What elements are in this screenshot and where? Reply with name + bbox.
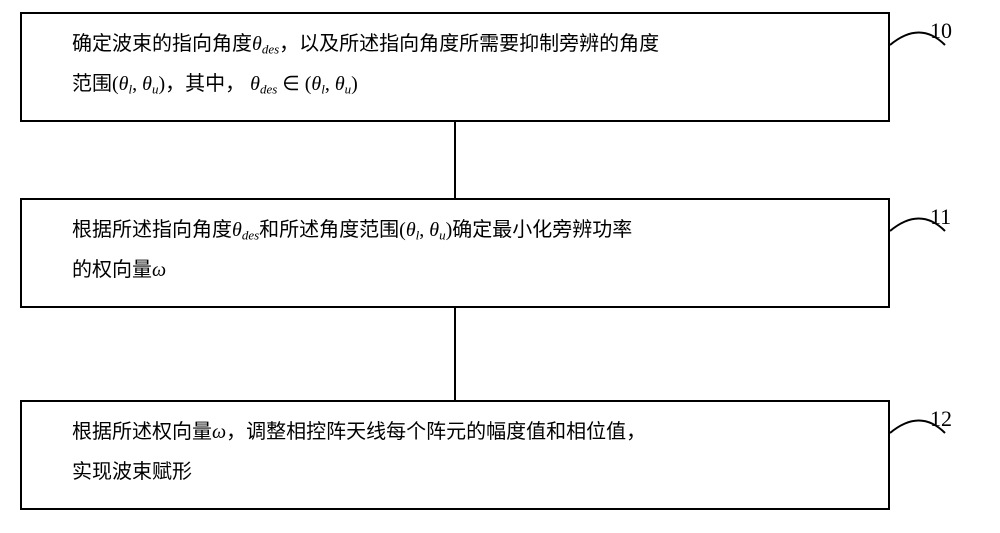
step-number-step10: 10 bbox=[930, 18, 952, 44]
connector-1 bbox=[454, 308, 456, 400]
connector-0 bbox=[454, 122, 456, 198]
step-number-step12: 12 bbox=[930, 406, 952, 432]
flow-node-step10: 确定波束的指向角度θdes，以及所述指向角度所需要抑制旁辨的角度范围(θl, θ… bbox=[20, 12, 890, 122]
flow-node-step11: 根据所述指向角度θdes和所述角度范围(θl, θu)确定最小化旁辨功率的权向量… bbox=[20, 198, 890, 308]
step-number-step11: 11 bbox=[930, 204, 951, 230]
flow-node-step12: 根据所述权向量ω，调整相控阵天线每个阵元的幅度值和相位值，实现波束赋形 bbox=[20, 400, 890, 510]
